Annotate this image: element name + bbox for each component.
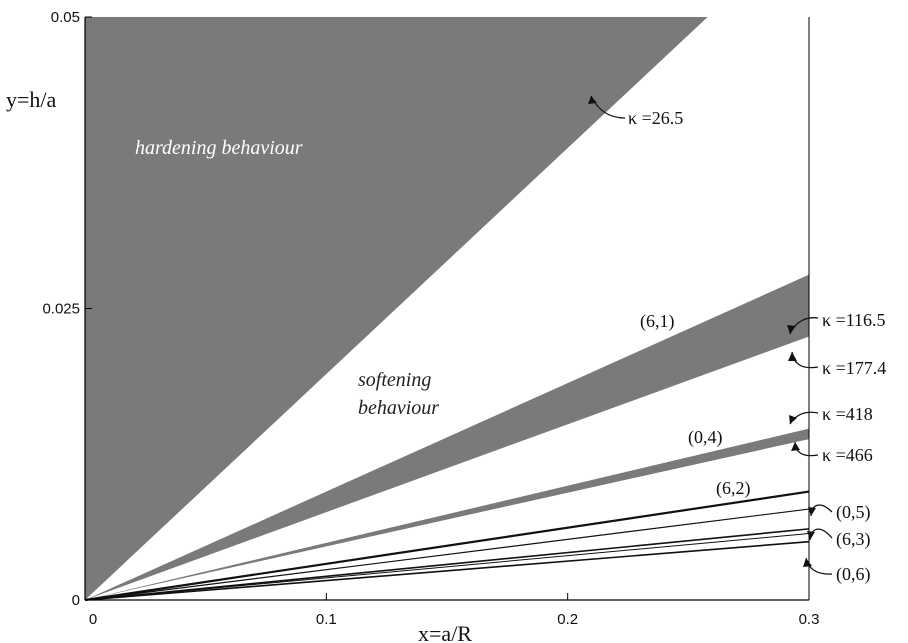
series-line-3	[84, 533, 810, 601]
x-axis-label: x=a/R	[418, 621, 472, 643]
y-tick-label: 0	[72, 592, 80, 609]
annotation-label: (0,5)	[836, 502, 871, 523]
annotation-label: (0,4)	[688, 427, 723, 448]
annotation-label: behaviour	[358, 397, 439, 419]
pointer-arrowhead-5	[808, 507, 816, 516]
annotation-label: κ =466	[822, 445, 873, 465]
y-tick-label: 0.05	[51, 9, 80, 26]
pointer-arrowhead-6	[807, 531, 815, 540]
annotation-label: κ =177.4	[822, 358, 886, 378]
annotation-label: κ =418	[822, 404, 873, 424]
pointer-arrowhead-7	[803, 558, 812, 567]
pointer-arrowhead-1	[787, 325, 796, 334]
annotation-label: (6,1)	[640, 311, 675, 332]
pointer-arrowhead-2	[788, 352, 797, 361]
y-tick-label: 0.025	[42, 301, 80, 318]
band-0-4	[85, 428, 809, 600]
annotation-label: softening	[358, 369, 431, 391]
pointer-arrowhead-4	[791, 442, 800, 451]
x-tick-label: 0.1	[316, 611, 337, 628]
series-line-2	[84, 528, 810, 601]
hardening-region	[85, 17, 708, 600]
x-tick-label: 0.3	[799, 611, 820, 628]
series-line-0	[84, 490, 810, 602]
annotation-label: (6,3)	[836, 529, 871, 550]
series-line-4	[84, 540, 810, 601]
pointer-arrowhead-3	[789, 415, 797, 424]
annotation-label: hardening behaviour	[135, 137, 303, 159]
annotation-label: κ =26.5	[628, 108, 683, 128]
annotation-label: κ =116.5	[822, 310, 886, 330]
annotation-label: (0,6)	[836, 564, 871, 585]
x-tick-label: 0.2	[557, 611, 578, 628]
annotation-label: (6,2)	[716, 478, 751, 499]
pointer-arrowhead-0	[588, 96, 597, 104]
y-axis-label: y=h/a	[6, 87, 57, 112]
band-6-1	[85, 274, 809, 600]
series-line-1	[84, 508, 810, 601]
x-tick-label: 0	[89, 611, 97, 628]
